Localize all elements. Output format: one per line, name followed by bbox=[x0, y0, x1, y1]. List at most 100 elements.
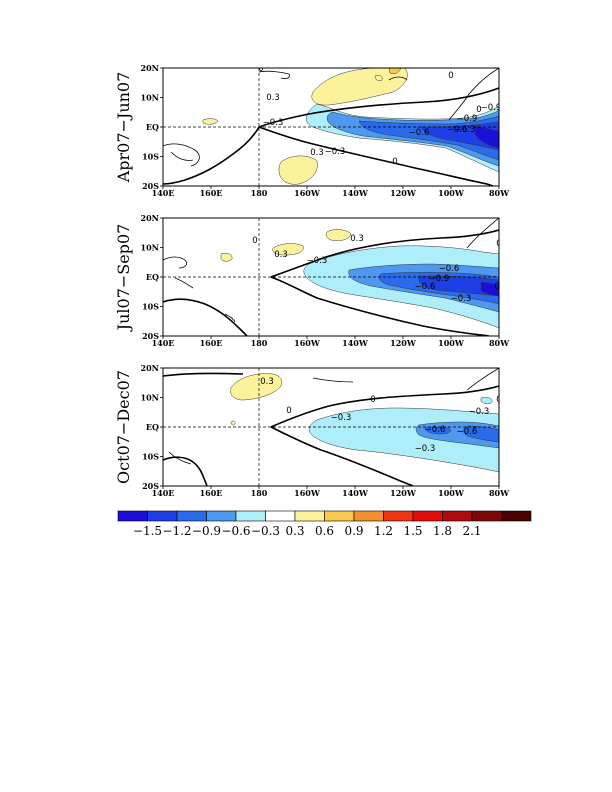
colorbar-tick-label: 1.2 bbox=[374, 524, 393, 538]
panel-content: 0 00.30.3−0.3−0.6−0.6−0.9−0.30 bbox=[163, 218, 499, 336]
contour-line bbox=[168, 451, 192, 465]
contour-label: −0.3 bbox=[415, 444, 436, 454]
lat-tick-label: EQ bbox=[146, 122, 159, 132]
colorbar-cell bbox=[176, 510, 207, 522]
period-label: Jul07−Sep07 bbox=[114, 224, 133, 333]
colorbar-tick-label: 1.5 bbox=[403, 524, 422, 538]
contour-label: 0 bbox=[392, 157, 397, 167]
lon-tick-label: 160W bbox=[294, 338, 321, 348]
anomaly-region bbox=[424, 427, 451, 435]
lat-tick-label: 20S bbox=[142, 181, 159, 191]
contour-label: 0.3 bbox=[260, 377, 274, 387]
colorbar-cell bbox=[235, 510, 266, 522]
contour-line bbox=[170, 151, 194, 161]
contour-label: −0.3 bbox=[455, 125, 476, 135]
contour-label: 0.3 bbox=[350, 234, 364, 244]
contour-label: −0.3 bbox=[451, 294, 472, 304]
contour-label: 0 bbox=[448, 71, 453, 81]
lon-tick-label: 160E bbox=[200, 338, 223, 348]
contour-label: 0 bbox=[496, 395, 501, 405]
lon-tick-label: 140W bbox=[342, 188, 369, 198]
colorbar-tick-label: 1.8 bbox=[433, 524, 452, 538]
colorbar-tick-label: −1.2 bbox=[162, 524, 191, 538]
colorbar-cell bbox=[117, 510, 148, 522]
colorbar-cell bbox=[412, 510, 443, 522]
period-label: Apr07−Jun07 bbox=[114, 72, 133, 184]
contour-label: 0 bbox=[494, 282, 499, 292]
anomaly-region bbox=[220, 252, 233, 262]
colorbar-cell bbox=[383, 510, 414, 522]
contour-label: −0.6 bbox=[425, 425, 446, 435]
contour-label: −0.6 bbox=[409, 128, 430, 138]
colorbar-cell bbox=[265, 510, 296, 522]
contour-line bbox=[270, 385, 499, 428]
panel-content: 0 0 0.3 −0.3 −0.3 −0.6 −0.6 −0.3 0 bbox=[163, 368, 501, 486]
lon-tick-label: 140E bbox=[152, 488, 175, 498]
colorbar-cell bbox=[324, 510, 355, 522]
contour-label: −0.3 bbox=[331, 413, 352, 423]
contour-label: 0 bbox=[476, 105, 481, 115]
lon-tick-label: 80W bbox=[489, 488, 510, 498]
contour-label: −0.3 bbox=[469, 407, 490, 417]
lat-tick-label: EQ bbox=[146, 272, 159, 282]
lon-tick-label: 160W bbox=[294, 188, 321, 198]
lon-tick-label: 80W bbox=[489, 188, 510, 198]
colorbar-tick-label: 0.6 bbox=[315, 524, 334, 538]
lat-tick-label: 20N bbox=[141, 63, 159, 73]
lat-tick-label: 10N bbox=[141, 93, 159, 103]
contour-label: 0.3 bbox=[266, 93, 280, 103]
colorbar-cell bbox=[206, 510, 237, 522]
colorbar-tick-label: −1.5 bbox=[133, 524, 162, 538]
contour-label: 0 bbox=[252, 236, 257, 246]
period-label: Oct07−Dec07 bbox=[114, 370, 133, 484]
anomaly-region bbox=[474, 125, 499, 149]
colorbar-tick-label: −0.9 bbox=[192, 524, 221, 538]
contour-label: −0.6 bbox=[447, 125, 468, 135]
lat-tick-label: 20N bbox=[141, 213, 159, 223]
contour-label: −0.9 bbox=[429, 274, 450, 284]
lat-tick-label: EQ bbox=[146, 422, 159, 432]
contour-line bbox=[466, 218, 499, 249]
colorbar: −1.5 −1.2 −0.9 −0.6 −0.3 0.3 0.6 0.9 1.2 1.5 1.8 2.… bbox=[117, 510, 532, 538]
contour-line bbox=[163, 143, 200, 167]
lat-tick-label: 10S bbox=[142, 152, 159, 162]
colorbar-cell bbox=[353, 510, 384, 522]
anomaly-region bbox=[230, 420, 236, 426]
contour-label: −0.6 bbox=[439, 264, 460, 274]
contour-line bbox=[163, 372, 244, 377]
contour-label: 0.3 bbox=[274, 250, 288, 260]
contour-line bbox=[466, 368, 499, 391]
contour-line bbox=[312, 377, 354, 383]
anomaly-region bbox=[480, 396, 493, 405]
contour-line bbox=[448, 68, 499, 121]
lat-tick-label: 20S bbox=[142, 481, 159, 491]
colorbar-cell bbox=[442, 510, 473, 522]
anomaly-region bbox=[480, 281, 499, 297]
lon-tick-label: 120W bbox=[390, 188, 417, 198]
lat-tick-label: 20S bbox=[142, 331, 159, 341]
colorbar-tick-label: 2.1 bbox=[462, 524, 481, 538]
contour-label: −0.3 bbox=[263, 118, 284, 128]
lon-tick-label: 180 bbox=[251, 488, 268, 498]
anomaly-region bbox=[278, 155, 318, 185]
contour-label: 0 bbox=[286, 406, 291, 416]
anomaly-region bbox=[202, 118, 219, 125]
contour-label: −0.6 bbox=[415, 282, 436, 292]
contour-label: 0.3 bbox=[310, 148, 324, 158]
lat-tick-label: 10S bbox=[142, 302, 159, 312]
map-panel-3: 0 0 0.3 −0.3 −0.3 −0.6 −0.6 −0.3 0 140E 160E 180 160… bbox=[114, 363, 510, 498]
contour-line bbox=[174, 277, 194, 289]
contour-line bbox=[163, 256, 187, 269]
lon-tick-label: 160E bbox=[200, 488, 223, 498]
colorbar-tick-label: 0.9 bbox=[344, 524, 363, 538]
anomaly-region bbox=[374, 74, 383, 82]
anomaly-region bbox=[272, 243, 304, 256]
anomaly-region bbox=[418, 275, 499, 297]
contour-line bbox=[258, 87, 499, 128]
colorbar-cell bbox=[471, 510, 502, 522]
contour-line bbox=[270, 426, 414, 486]
lon-tick-label: 140E bbox=[152, 188, 175, 198]
colorbar-tick-label: 0.3 bbox=[285, 524, 304, 538]
lon-tick-label: 160W bbox=[294, 488, 321, 498]
